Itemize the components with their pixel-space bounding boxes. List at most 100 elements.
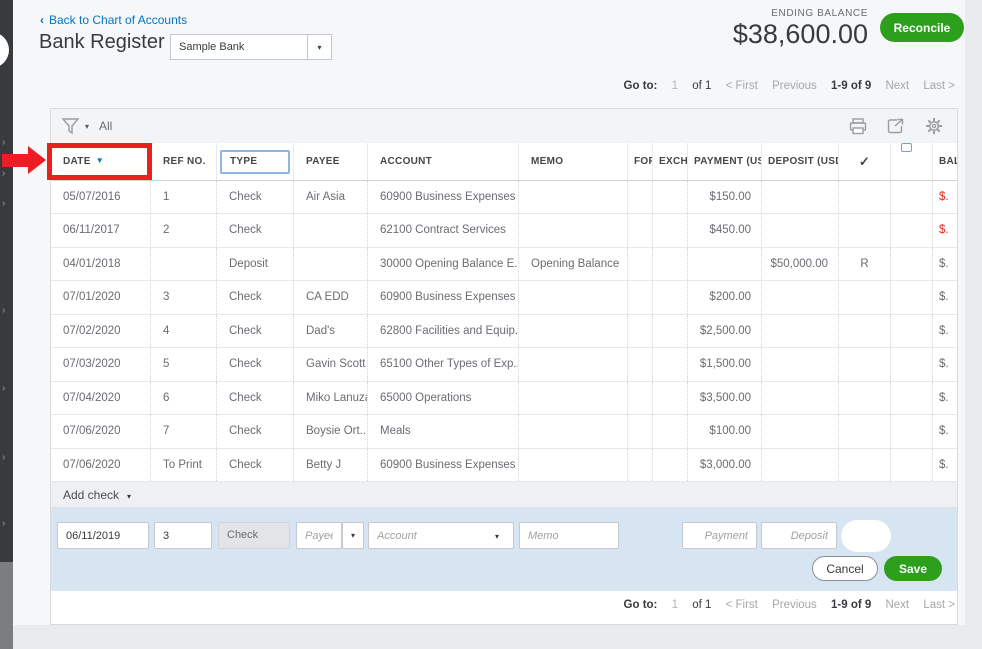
column-header-type[interactable]: TYPE bbox=[217, 143, 294, 180]
last-page-link[interactable]: Last > bbox=[923, 80, 955, 92]
column-header-account[interactable]: ACCOUNT bbox=[368, 143, 519, 180]
cell-balance: $. bbox=[933, 449, 957, 481]
cell-exch bbox=[653, 348, 688, 380]
column-header-payment[interactable]: PAYMENT (USD) bbox=[688, 143, 762, 180]
cell-payee: Boysie Ort... bbox=[294, 415, 368, 447]
type-field-disabled: Check bbox=[218, 522, 290, 549]
cell-memo bbox=[519, 382, 628, 414]
export-icon[interactable] bbox=[887, 118, 905, 135]
print-icon[interactable] bbox=[849, 118, 867, 135]
cell-exch bbox=[653, 382, 688, 414]
ref-no-input[interactable] bbox=[154, 522, 212, 549]
cell-deposit bbox=[762, 449, 839, 481]
cell-attachment bbox=[891, 248, 933, 280]
cell-fore bbox=[628, 382, 653, 414]
cell-memo bbox=[519, 181, 628, 213]
cancel-button[interactable]: Cancel bbox=[812, 556, 878, 581]
collapsed-sidebar[interactable]: › › › › › › › bbox=[0, 0, 13, 649]
cell-balance: $. bbox=[933, 214, 957, 246]
add-check-caret-icon: ▾ bbox=[127, 492, 131, 501]
cleared-status-pill[interactable] bbox=[841, 520, 891, 552]
column-header-foreign[interactable]: FORE bbox=[628, 143, 653, 180]
cell-cleared: R bbox=[839, 248, 891, 280]
cell-cleared bbox=[839, 449, 891, 481]
page-number-value[interactable]: 1 bbox=[672, 80, 678, 92]
payee-input[interactable] bbox=[296, 522, 342, 549]
back-to-chart-of-accounts-link[interactable]: ‹Back to Chart of Accounts bbox=[40, 13, 187, 27]
previous-page-link[interactable]: Previous bbox=[772, 80, 817, 92]
cell-cleared bbox=[839, 281, 891, 313]
table-row[interactable]: 07/06/2020 7 Check Boysie Ort... Meals $… bbox=[51, 415, 957, 448]
first-page-link[interactable]: < First bbox=[726, 80, 758, 92]
previous-page-link[interactable]: Previous bbox=[772, 599, 817, 611]
cell-account: 60900 Business Expenses bbox=[368, 181, 519, 213]
cell-payee: Gavin Scott bbox=[294, 348, 368, 380]
column-header-memo[interactable]: MEMO bbox=[519, 143, 628, 180]
next-page-link[interactable]: Next bbox=[885, 80, 909, 92]
save-button[interactable]: Save bbox=[884, 556, 942, 581]
next-page-link[interactable]: Next bbox=[885, 599, 909, 611]
column-header-ref[interactable]: REF NO. bbox=[151, 143, 217, 180]
cell-exch bbox=[653, 315, 688, 347]
cell-ref: 5 bbox=[151, 348, 217, 380]
date-input[interactable] bbox=[57, 522, 149, 549]
cell-date: 07/03/2020 bbox=[51, 348, 151, 380]
column-header-exchange[interactable]: EXCH bbox=[653, 143, 688, 180]
app-logo bbox=[0, 32, 9, 68]
table-row[interactable]: 07/02/2020 4 Check Dad's 62800 Facilitie… bbox=[51, 315, 957, 348]
cell-fore bbox=[628, 315, 653, 347]
cell-deposit bbox=[762, 315, 839, 347]
column-header-date[interactable]: DATE▼ bbox=[51, 143, 151, 180]
add-check-label: Add check bbox=[63, 488, 119, 502]
column-header-balance[interactable]: BALANCE bbox=[933, 143, 957, 180]
table-row[interactable]: 06/11/2017 2 Check 62100 Contract Servic… bbox=[51, 214, 957, 247]
cell-date: 04/01/2018 bbox=[51, 248, 151, 280]
page-of-label: of 1 bbox=[692, 599, 711, 611]
bank-account-select[interactable]: Sample Bank ▾ bbox=[170, 34, 332, 60]
date-header-label: DATE bbox=[63, 156, 91, 167]
filter-button[interactable]: ▾ bbox=[61, 117, 89, 136]
filter-value-label: All bbox=[99, 119, 112, 133]
cell-exch bbox=[653, 281, 688, 313]
cell-cleared bbox=[839, 315, 891, 347]
chevron-down-icon[interactable]: ▾ bbox=[307, 35, 331, 59]
table-row[interactable]: 07/03/2020 5 Check Gavin Scott 65100 Oth… bbox=[51, 348, 957, 381]
cell-exch bbox=[653, 415, 688, 447]
column-header-payee[interactable]: PAYEE bbox=[294, 143, 368, 180]
cell-payee bbox=[294, 248, 368, 280]
table-row[interactable]: 07/04/2020 6 Check Miko Lanuza 65000 Ope… bbox=[51, 382, 957, 415]
deposit-input[interactable] bbox=[761, 522, 837, 549]
cell-fore bbox=[628, 281, 653, 313]
table-row[interactable]: 07/01/2020 3 Check CA EDD 60900 Business… bbox=[51, 281, 957, 314]
cell-payment: $200.00 bbox=[688, 281, 762, 313]
page-title: Bank Register bbox=[39, 31, 165, 54]
column-header-attachments[interactable] bbox=[891, 143, 933, 180]
pagination-top: Go to: 1 of 1 < First Previous 1-9 of 9 … bbox=[613, 80, 955, 92]
page-number-value[interactable]: 1 bbox=[672, 599, 678, 611]
payee-dropdown-icon[interactable]: ▾ bbox=[342, 522, 364, 549]
gear-icon[interactable] bbox=[925, 117, 943, 135]
payment-input[interactable] bbox=[682, 522, 757, 549]
bank-account-select-value: Sample Bank bbox=[171, 35, 307, 59]
last-page-link[interactable]: Last > bbox=[923, 599, 955, 611]
add-check-row[interactable]: Add check ▾ bbox=[51, 482, 957, 508]
cell-date: 07/01/2020 bbox=[51, 281, 151, 313]
table-row[interactable]: 07/06/2020 To Print Check Betty J 60900 … bbox=[51, 449, 957, 482]
reconcile-button[interactable]: Reconcile bbox=[880, 13, 964, 42]
table-row[interactable]: 04/01/2018 Deposit 30000 Opening Balance… bbox=[51, 248, 957, 281]
table-row[interactable]: 05/07/2016 1 Check Air Asia 60900 Busine… bbox=[51, 181, 957, 214]
column-header-deposit[interactable]: DEPOSIT (USD) bbox=[762, 143, 839, 180]
first-page-link[interactable]: < First bbox=[726, 599, 758, 611]
cell-attachment bbox=[891, 348, 933, 380]
cell-cleared bbox=[839, 348, 891, 380]
account-input[interactable] bbox=[368, 522, 514, 549]
cell-fore bbox=[628, 449, 653, 481]
memo-input[interactable] bbox=[519, 522, 619, 549]
cell-payment: $2,500.00 bbox=[688, 315, 762, 347]
cell-type: Check bbox=[217, 449, 294, 481]
cell-ref: To Print bbox=[151, 449, 217, 481]
cell-account: 60900 Business Expenses bbox=[368, 281, 519, 313]
column-header-cleared[interactable]: ✓ bbox=[839, 143, 891, 180]
cell-fore bbox=[628, 214, 653, 246]
cell-balance: $. bbox=[933, 348, 957, 380]
